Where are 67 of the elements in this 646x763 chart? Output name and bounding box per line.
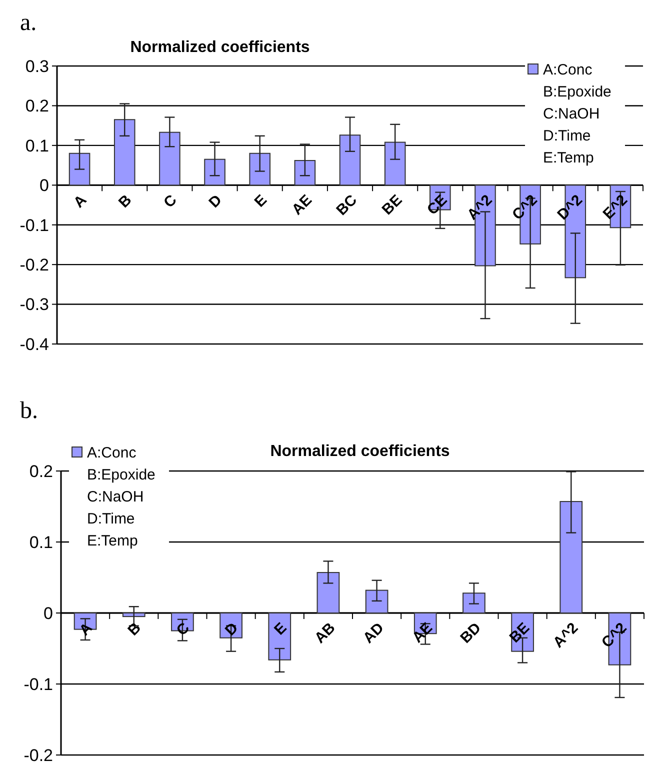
annotation: E:Temp	[87, 532, 138, 550]
text: b.	[20, 398, 38, 424]
bar	[204, 158, 226, 186]
annotation: E:Temp	[543, 149, 594, 166]
text: a.	[20, 10, 37, 36]
annotation: C:NaOH	[87, 488, 144, 506]
x-tick-label: A	[70, 192, 90, 212]
bar	[339, 134, 361, 186]
x-tick-label: CE	[424, 192, 451, 218]
x-tick-label: D	[206, 192, 226, 212]
x-tick-label: AE	[409, 620, 436, 646]
x-tick-label: E	[271, 620, 290, 639]
x-tick-label: E	[251, 192, 270, 211]
x-tick-label: AE	[288, 192, 316, 218]
bar	[122, 612, 146, 618]
y-tick-label: -0.1	[20, 216, 49, 235]
x-tick-label: BE	[378, 192, 406, 218]
y-tick-label: -0.2	[20, 256, 49, 275]
x-tick-label: AB	[311, 619, 339, 647]
bar	[68, 152, 90, 186]
x-tick-label: D	[222, 619, 242, 640]
x-tick-label: B	[124, 619, 145, 640]
y-tick-label: 0.2	[25, 96, 49, 116]
y-tick-label: 0	[44, 604, 53, 623]
annotation: B:Epoxide	[87, 466, 156, 484]
bar	[462, 592, 486, 614]
y-tick-label: -0.1	[24, 674, 53, 694]
bar	[365, 590, 388, 614]
chart-title: Normalized coefficients	[130, 39, 310, 56]
x-tick-label: BC	[333, 192, 361, 220]
bar	[268, 612, 292, 660]
bar	[249, 152, 270, 186]
x-tick-label: D^2	[554, 192, 586, 224]
y-tick-label: 0.1	[29, 532, 53, 552]
x-tick-label: A^2	[464, 192, 496, 224]
x-tick-label: BE	[506, 620, 534, 646]
bar	[114, 119, 136, 186]
x-tick-label: C	[173, 619, 194, 640]
annotation: D:Time	[543, 127, 591, 144]
annotation: C:NaOH	[543, 105, 600, 122]
y-tick-label: 0.3	[25, 56, 49, 76]
legend-label: A:Conc	[543, 61, 593, 78]
annotation: D:Time	[87, 510, 135, 528]
bar	[294, 160, 316, 186]
y-tick-label: -0.4	[20, 334, 49, 354]
legend-label: A:Conc	[87, 444, 137, 462]
y-tick-label: -0.3	[20, 295, 49, 314]
bar	[384, 142, 406, 186]
x-tick-label: B	[115, 192, 136, 212]
y-tick-label: -0.2	[24, 746, 53, 763]
x-tick-label: C^2	[509, 192, 541, 224]
y-tick-label: 0	[40, 176, 49, 196]
bar	[560, 501, 583, 614]
x-tick-label: A^2	[550, 620, 582, 652]
bar	[316, 572, 340, 614]
x-tick-label: BD	[457, 619, 485, 647]
x-tick-label: E^2	[600, 192, 631, 223]
chart-title: Normalized coefficients	[270, 443, 450, 460]
x-tick-label: C	[160, 192, 180, 212]
x-tick-label: AD	[360, 619, 388, 647]
x-tick-label: A	[76, 619, 96, 640]
annotation: B:Epoxide	[543, 83, 612, 100]
y-tick-label: 0.2	[29, 462, 53, 481]
bar	[220, 612, 242, 638]
bar	[159, 132, 180, 186]
y-tick-label: 0.1	[25, 136, 49, 156]
x-tick-label: C^2	[598, 620, 630, 652]
